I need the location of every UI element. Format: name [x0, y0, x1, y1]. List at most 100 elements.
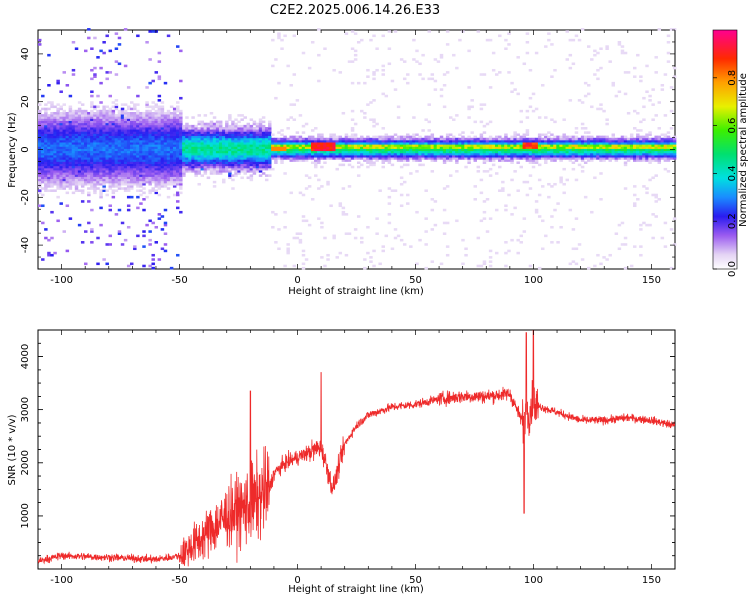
spectrogram-cell: [473, 150, 477, 154]
spectrogram-cell: [645, 139, 649, 143]
spectrogram-cell: [50, 146, 54, 149]
spectrogram-cell: [264, 129, 269, 132]
spectrogram-cell: [396, 135, 401, 139]
spectrogram-cell: [176, 167, 180, 171]
spectrogram-cell: [90, 152, 94, 156]
spectrogram-cell: [163, 118, 168, 121]
spectrogram-cell: [80, 146, 85, 149]
spectrogram-cell: [504, 146, 508, 149]
spectrogram-cell: [470, 142, 474, 145]
spectrogram-cell: [540, 148, 545, 152]
spectrogram-cell: [363, 116, 367, 119]
spectrogram-cell: [114, 60, 119, 63]
spectrogram-cell: [114, 131, 119, 134]
spectrogram-cell: [169, 161, 174, 165]
spectrogram-cell: [53, 122, 57, 126]
spectrogram-cell: [442, 84, 447, 87]
spectrogram-cell: [274, 58, 278, 61]
spectrogram-cell: [623, 152, 628, 156]
spectrogram-cell: [562, 135, 566, 139]
spectrogram-cell: [182, 131, 186, 134]
spectrogram-cell: [525, 144, 530, 147]
spectrogram-cell: [571, 135, 576, 139]
spectrogram-cell: [402, 137, 407, 141]
spectrogram-cell: [157, 116, 162, 119]
spectrogram-cell: [445, 245, 450, 248]
spectrogram-cell: [510, 178, 514, 182]
spectrogram-cell: [476, 170, 481, 173]
spectrogram-cell: [56, 107, 60, 111]
spectrogram-cell: [666, 139, 671, 143]
spectrogram-cell: [71, 174, 76, 177]
spectrogram-cell: [77, 180, 82, 184]
spectrogram-cell: [41, 124, 45, 128]
spectrogram-cell: [169, 137, 174, 141]
spectrogram-cell: [298, 232, 303, 235]
spectrogram-cell: [166, 163, 171, 167]
spectrogram-cell: [439, 157, 444, 160]
spectrogram-cell: [571, 142, 576, 145]
spectrogram-cell: [148, 243, 152, 246]
spectrogram-cell: [504, 241, 508, 244]
spectrogram-cell: [452, 157, 456, 160]
spectrogram-cell: [148, 238, 152, 242]
spectrogram-cell: [485, 157, 490, 160]
spectrogram-cell: [71, 144, 76, 147]
spectrogram-cell: [74, 131, 79, 134]
spectrogram-cell: [93, 189, 97, 192]
spectrogram-cell: [323, 47, 327, 50]
spectrogram-cell: [145, 120, 149, 124]
spectrogram-cell: [590, 105, 594, 109]
spectrogram-cell: [645, 157, 649, 160]
spectrogram-cell: [461, 135, 465, 139]
spectrogram-cell: [102, 129, 106, 132]
spectrogram-cell: [292, 137, 297, 141]
spectrogram-cell: [488, 120, 493, 124]
spectrogram-cell: [237, 114, 241, 117]
spectrogram-cell: [50, 170, 54, 173]
spectrogram-cell: [65, 182, 70, 186]
spectrogram-cell: [522, 217, 527, 220]
spectrogram-cell: [525, 137, 530, 141]
spectrogram-cell: [166, 154, 171, 158]
spectrogram-cell: [172, 109, 177, 113]
spectrogram-cell: [68, 139, 73, 143]
spectrogram-cell: [148, 116, 152, 119]
spectrogram-cell: [139, 185, 143, 188]
spectrogram-cell: [406, 202, 410, 205]
spectrogram-cell: [53, 150, 57, 154]
spectrogram-cell: [160, 157, 165, 160]
spectrogram-cell: [402, 146, 407, 149]
spectrogram-cell: [605, 135, 609, 139]
spectrogram-cell: [151, 187, 155, 190]
spectrogram-cell: [117, 170, 122, 173]
spectrogram-cell: [550, 75, 554, 78]
spectrogram-cell: [114, 47, 119, 50]
spectrogram-cell: [590, 142, 594, 145]
spectrogram-cell: [439, 150, 444, 154]
spectrogram-cell: [102, 157, 106, 160]
spectrogram-cell: [163, 174, 168, 177]
spectrogram-cell: [111, 129, 116, 132]
spectrogram-cell: [317, 137, 321, 141]
spectrogram-cell: [568, 38, 573, 42]
spectrogram-cell: [185, 146, 189, 149]
spectrogram-cell: [636, 129, 640, 132]
spectrogram-cell: [445, 154, 450, 158]
spectrogram-cell: [179, 139, 183, 143]
spectrogram-cell: [56, 170, 60, 173]
spectrogram-cell: [145, 150, 149, 154]
spectrogram-cell: [583, 137, 588, 141]
spectrogram-cell: [660, 157, 665, 160]
spectrogram-cell: [307, 146, 312, 149]
spectrogram-cell: [326, 152, 330, 156]
spectrogram-cell: [375, 217, 379, 220]
spectrogram-cell: [329, 133, 333, 137]
spectrogram-cell: [225, 133, 229, 137]
spectrogram-cell: [157, 120, 162, 124]
spectrogram-cell: [237, 135, 241, 139]
spectrogram-cell: [396, 150, 401, 154]
spectrogram-cell: [593, 49, 597, 53]
spectrogram-cell: [452, 142, 456, 145]
spectrogram-cell: [206, 133, 211, 137]
